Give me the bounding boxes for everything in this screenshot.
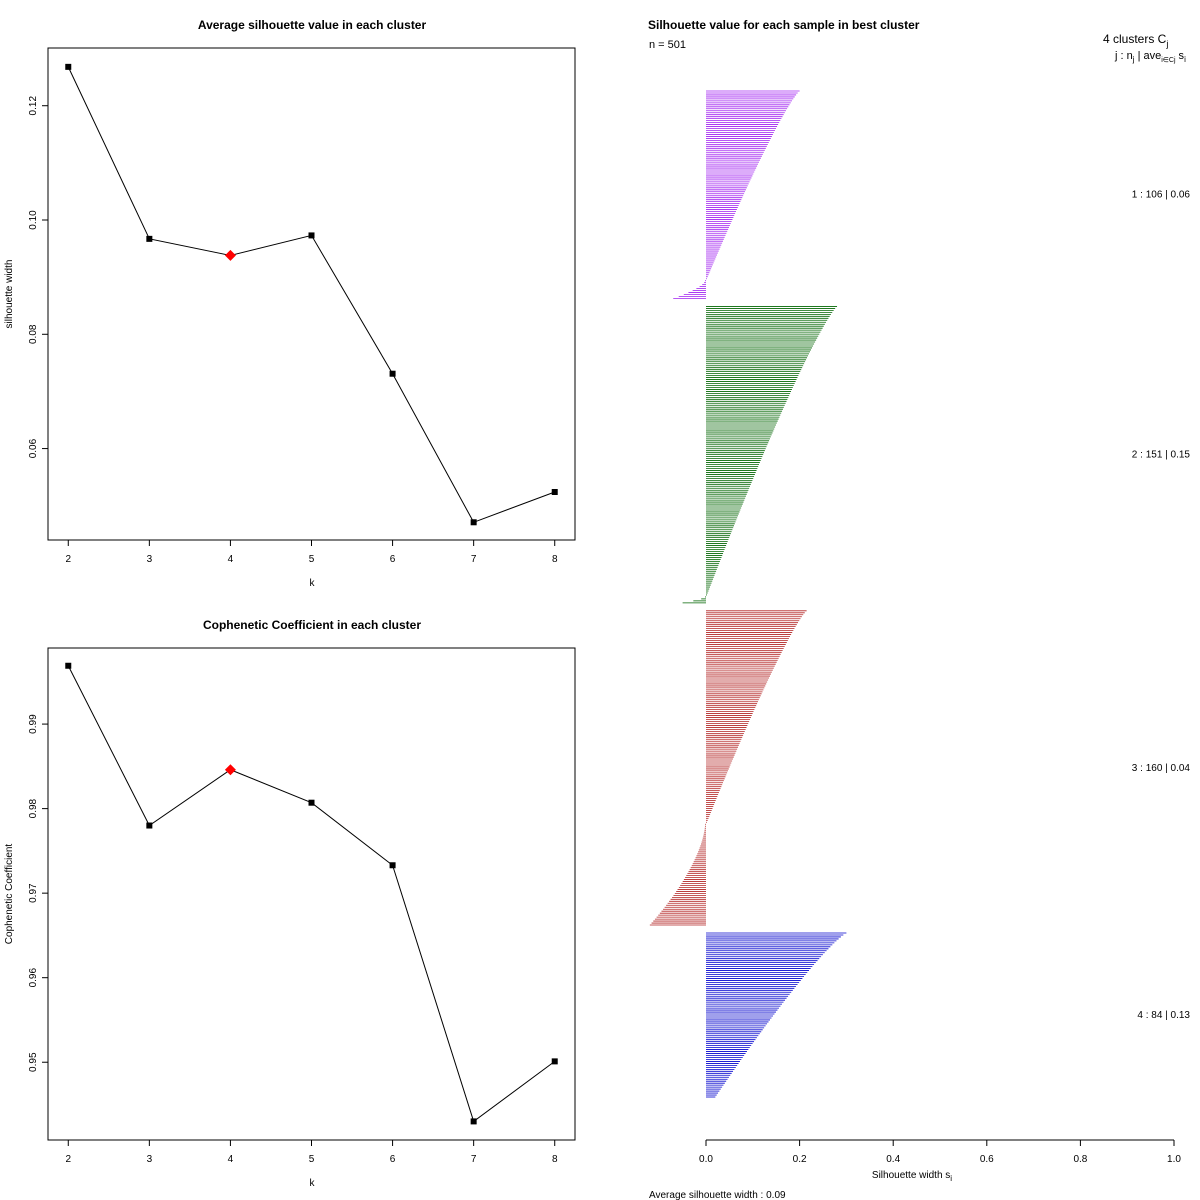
x-axis-label-sub: i xyxy=(950,1174,952,1183)
cluster-label: 1 : 106 | 0.06 xyxy=(1132,190,1191,201)
x-tick-label: 5 xyxy=(309,1154,315,1165)
x-tick-label: 3 xyxy=(147,554,153,565)
x-tick-label: 0.6 xyxy=(980,1154,994,1165)
legend-header-sub: j xyxy=(1165,39,1168,49)
x-axis-label-text: Silhouette width s xyxy=(872,1170,950,1181)
x-tick-label: 7 xyxy=(471,1154,477,1165)
silhouette-bars xyxy=(649,90,847,1098)
x-tick-label: 6 xyxy=(390,1154,396,1165)
x-tick-label: 7 xyxy=(471,554,477,565)
x-ticks: 2 3 4 5 6 7 8 xyxy=(65,540,558,565)
x-axis-label: Silhouette width si xyxy=(872,1170,952,1183)
y-axis-label: Cophenetic Coefficient xyxy=(4,844,15,945)
data-point xyxy=(308,799,315,806)
x-axis-label: k xyxy=(310,1178,316,1189)
chart-title: Silhouette value for each sample in best… xyxy=(648,18,920,32)
cophenetic-line-chart: Cophenetic Coefficient in each cluster k… xyxy=(4,618,576,1189)
legend-header-text: j : n xyxy=(1114,50,1133,62)
legend-header-sub: i xyxy=(1184,55,1186,64)
data-point xyxy=(65,662,72,669)
y-tick-label: 0.98 xyxy=(28,798,39,818)
x-tick-label: 4 xyxy=(228,554,234,565)
highlight-point xyxy=(224,249,236,261)
plot-frame xyxy=(47,47,576,541)
data-point xyxy=(389,862,396,869)
x-tick-label: 2 xyxy=(65,554,71,565)
data-point xyxy=(308,232,315,239)
plot-frame xyxy=(47,647,576,1141)
silhouette-bar-plot: Silhouette value for each sample in best… xyxy=(648,18,1190,1200)
cluster-labels: 1 : 106 | 0.06 2 : 151 | 0.15 3 : 160 | 0.… xyxy=(1132,190,1191,1021)
x-ticks: 2 3 4 5 6 7 8 xyxy=(65,1140,558,1165)
x-axis-label: k xyxy=(310,578,316,589)
series xyxy=(65,63,558,526)
y-ticks: 0.95 0.96 0.97 0.98 0.99 xyxy=(28,714,48,1072)
x-tick-label: 2 xyxy=(65,1154,71,1165)
data-point xyxy=(146,235,153,242)
x-ticks: 0.0 0.2 0.4 0.6 0.8 1.0 xyxy=(699,1140,1181,1165)
x-tick-label: 6 xyxy=(390,554,396,565)
y-tick-label: 0.08 xyxy=(28,324,39,344)
series xyxy=(65,662,558,1125)
data-point xyxy=(389,370,396,377)
data-point xyxy=(551,1058,558,1065)
x-tick-label: 8 xyxy=(552,1154,558,1165)
legend-header-line2: j : nj | avei∈Cj si xyxy=(1114,50,1186,64)
y-tick-label: 0.99 xyxy=(28,714,39,734)
highlight-point xyxy=(224,764,236,776)
sample-count: n = 501 xyxy=(649,39,686,51)
y-tick-label: 0.10 xyxy=(28,210,39,230)
y-ticks: 0.06 0.08 0.10 0.12 xyxy=(28,96,48,458)
chart-title: Cophenetic Coefficient in each cluster xyxy=(203,618,421,632)
data-point xyxy=(146,822,153,829)
y-tick-label: 0.96 xyxy=(28,968,39,988)
series-line xyxy=(67,665,556,1123)
average-silhouette-footer: Average silhouette width : 0.09 xyxy=(649,1190,786,1200)
x-tick-label: 0.4 xyxy=(886,1154,900,1165)
legend-header-sub: i∈Cj xyxy=(1161,57,1176,64)
legend-header-line1: 4 clusters Cj xyxy=(1103,32,1168,49)
chart-title: Average silhouette value in each cluster xyxy=(198,18,427,32)
y-tick-label: 0.06 xyxy=(28,438,39,458)
cluster-label: 2 : 151 | 0.15 xyxy=(1132,450,1191,461)
legend-header-text: | ave xyxy=(1135,50,1162,62)
y-tick-label: 0.12 xyxy=(28,96,39,116)
x-tick-label: 0.2 xyxy=(793,1154,807,1165)
x-tick-label: 0.8 xyxy=(1073,1154,1087,1165)
x-tick-label: 3 xyxy=(147,1154,153,1165)
data-point xyxy=(65,63,72,70)
y-axis-label: silhouette width xyxy=(4,260,15,329)
x-tick-label: 0.0 xyxy=(699,1154,713,1165)
x-tick-label: 1.0 xyxy=(1167,1154,1181,1165)
cluster-label: 3 : 160 | 0.04 xyxy=(1132,763,1191,774)
cluster-label: 4 : 84 | 0.13 xyxy=(1137,1010,1190,1021)
legend-header-text: s xyxy=(1176,50,1185,62)
x-tick-label: 4 xyxy=(228,1154,234,1165)
y-tick-label: 0.97 xyxy=(28,883,39,903)
legend-header-text: 4 clusters C xyxy=(1103,32,1167,46)
y-tick-label: 0.95 xyxy=(28,1052,39,1072)
data-point xyxy=(470,519,477,526)
silhouette-line-chart: Average silhouette value in each cluster… xyxy=(4,18,576,589)
data-point xyxy=(470,1118,477,1125)
data-point xyxy=(551,489,558,495)
series-line xyxy=(67,66,555,523)
x-tick-label: 5 xyxy=(309,554,315,565)
legend-header-sub: j xyxy=(1132,55,1135,64)
x-tick-label: 8 xyxy=(552,554,558,565)
